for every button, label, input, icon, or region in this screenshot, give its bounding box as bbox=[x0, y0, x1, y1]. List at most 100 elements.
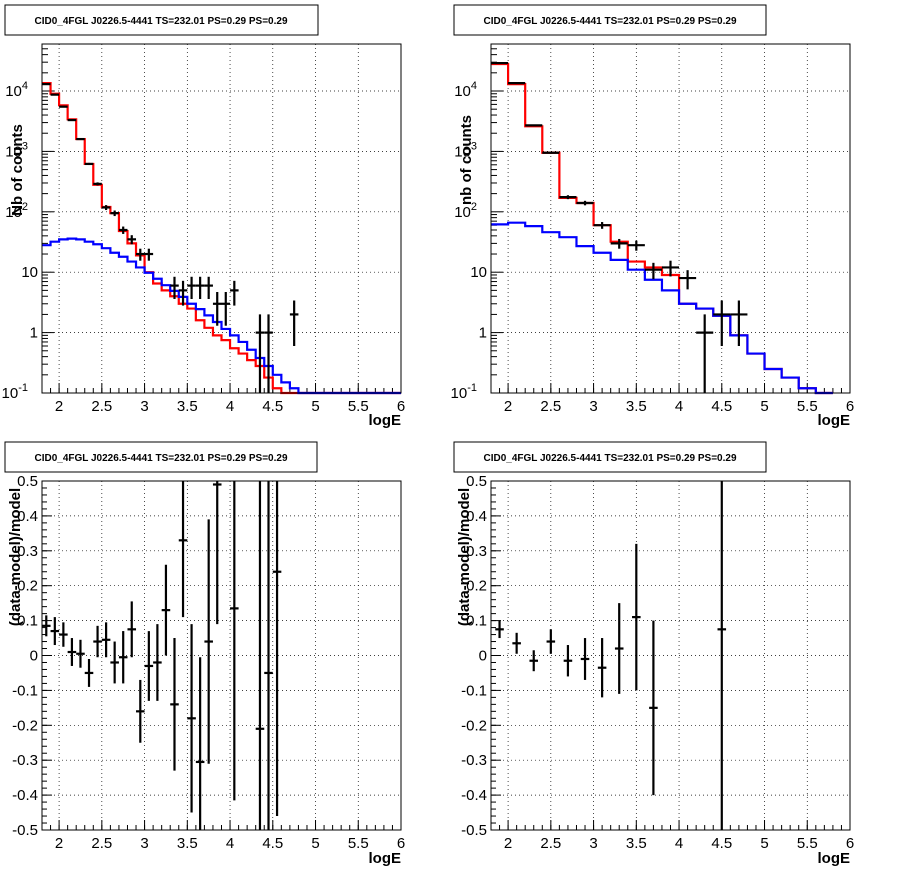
data-point bbox=[717, 481, 727, 830]
y-tick-label: 0 bbox=[479, 648, 487, 665]
x-tick-label: 5 bbox=[760, 398, 768, 415]
x-tick-label: 5.5 bbox=[348, 835, 369, 852]
x-tick-label: 3 bbox=[589, 398, 597, 415]
y-tick-label: 0.2 bbox=[466, 578, 487, 595]
data-point bbox=[76, 137, 85, 141]
chart-title: CID0_4FGL J0226.5-4441 TS=232.01 PS=0.29… bbox=[483, 16, 736, 27]
data-point bbox=[195, 276, 205, 299]
y-tick-label: 104 bbox=[454, 80, 477, 100]
x-tick-label: 3 bbox=[140, 835, 148, 852]
plot-area: 2 2.5 3 3.5 4 4.5 5 5.5 6 -0.5 -0.4 -0.3 -0.2 -0.1 0 0.… bbox=[461, 473, 854, 852]
model-step-line bbox=[42, 237, 401, 395]
data-point bbox=[529, 650, 539, 672]
data-point bbox=[713, 300, 731, 346]
data-point bbox=[187, 624, 196, 813]
data-point bbox=[170, 638, 179, 771]
data-point bbox=[144, 631, 154, 701]
data-point bbox=[127, 235, 137, 245]
x-tick-label: 5.5 bbox=[797, 398, 818, 415]
data-point bbox=[204, 276, 213, 299]
y-axis-label: nb of counts bbox=[458, 115, 475, 205]
x-tick-label: 3 bbox=[140, 398, 148, 415]
spectrum-panel-right: CID0_4FGL J0226.5-4441 TS=232.01 PS=0.29… bbox=[451, 4, 854, 429]
x-axis-label: logE bbox=[818, 412, 851, 429]
x-tick-label: 4.5 bbox=[711, 835, 732, 852]
data-point bbox=[50, 93, 60, 96]
x-tick-label: 6 bbox=[397, 398, 405, 415]
x-tick-label: 4.5 bbox=[262, 835, 283, 852]
x-tick-label: 5.5 bbox=[797, 835, 818, 852]
x-tick-label: 2 bbox=[504, 398, 512, 415]
data-point bbox=[178, 280, 188, 306]
y-tick-label: 103 bbox=[454, 140, 477, 160]
model-step-line bbox=[491, 221, 833, 395]
y-tick-label: 0.5 bbox=[466, 473, 487, 490]
y-tick-label: 0.3 bbox=[466, 543, 487, 560]
data-point bbox=[580, 638, 590, 680]
data-point bbox=[730, 300, 748, 346]
x-tick-label: 5.5 bbox=[348, 398, 369, 415]
data-point bbox=[696, 314, 714, 393]
y-tick-label: 0.5 bbox=[17, 473, 38, 490]
x-tick-label: 5 bbox=[311, 398, 319, 415]
data-point bbox=[170, 276, 179, 299]
x-tick-label: 4.5 bbox=[711, 398, 732, 415]
data-point bbox=[644, 262, 662, 280]
y-tick-label: -0.1 bbox=[12, 682, 38, 699]
y-axis-label: Nb of counts bbox=[9, 124, 26, 216]
y-tick-label: 0.1 bbox=[466, 613, 487, 630]
data-point bbox=[627, 240, 645, 251]
y-tick-label: 102 bbox=[454, 201, 477, 221]
y-tick-label: -0.5 bbox=[12, 822, 38, 839]
data-point bbox=[101, 205, 111, 211]
data-point bbox=[576, 200, 594, 206]
x-tick-label: 6 bbox=[846, 835, 854, 852]
plot-area: 2 2.5 3 3.5 4 4.5 5 5.5 6 10-1 1 10 102 103 104 bbox=[451, 43, 854, 415]
chart-title: CID0_4FGL J0226.5-4441 TS=232.01 PS=0.29… bbox=[34, 453, 287, 464]
data-point bbox=[84, 658, 94, 687]
data-point bbox=[264, 314, 273, 393]
x-tick-label: 3.5 bbox=[177, 398, 198, 415]
y-tick-label: 0 bbox=[30, 648, 38, 665]
data-point bbox=[67, 118, 77, 122]
y-tick-label: 0.4 bbox=[466, 508, 487, 525]
x-tick-label: 3 bbox=[589, 835, 597, 852]
x-tick-label: 5 bbox=[760, 835, 768, 852]
data-point bbox=[212, 292, 222, 326]
y-tick-label: 102 bbox=[5, 201, 28, 221]
data-point bbox=[101, 622, 111, 658]
x-tick-label: 3.5 bbox=[626, 398, 647, 415]
y-tick-label: -0.5 bbox=[461, 822, 487, 839]
x-tick-label: 4 bbox=[226, 398, 234, 415]
x-tick-label: 6 bbox=[397, 835, 405, 852]
y-tick-label: 10 bbox=[470, 264, 487, 281]
x-tick-label: 2.5 bbox=[91, 398, 112, 415]
data-point bbox=[221, 292, 231, 326]
y-tick-label: 0.4 bbox=[17, 508, 38, 525]
plot-frame bbox=[490, 480, 851, 831]
x-axis-label: logE bbox=[818, 850, 851, 867]
y-tick-label: -0.1 bbox=[461, 682, 487, 699]
data-point bbox=[289, 300, 299, 346]
data-point bbox=[255, 481, 265, 830]
data-point bbox=[144, 248, 154, 261]
y-tick-label: 10 bbox=[21, 264, 38, 281]
data-point bbox=[546, 629, 556, 654]
data-point bbox=[661, 260, 680, 277]
y-tick-label: -0.4 bbox=[12, 787, 38, 804]
data-point bbox=[597, 638, 607, 698]
data-point bbox=[84, 162, 94, 166]
plot-frame bbox=[490, 43, 851, 394]
model-step-line bbox=[42, 82, 401, 395]
x-tick-label: 3.5 bbox=[177, 835, 198, 852]
data-point bbox=[212, 481, 222, 625]
data-point bbox=[110, 641, 119, 684]
x-tick-label: 4 bbox=[226, 835, 234, 852]
x-axis-label: logE bbox=[369, 850, 402, 867]
x-tick-label: 5 bbox=[311, 835, 319, 852]
data-point bbox=[136, 679, 145, 743]
data-point bbox=[59, 622, 68, 647]
x-tick-label: 2 bbox=[55, 398, 63, 415]
data-point bbox=[187, 276, 196, 299]
title-box bbox=[4, 4, 319, 36]
